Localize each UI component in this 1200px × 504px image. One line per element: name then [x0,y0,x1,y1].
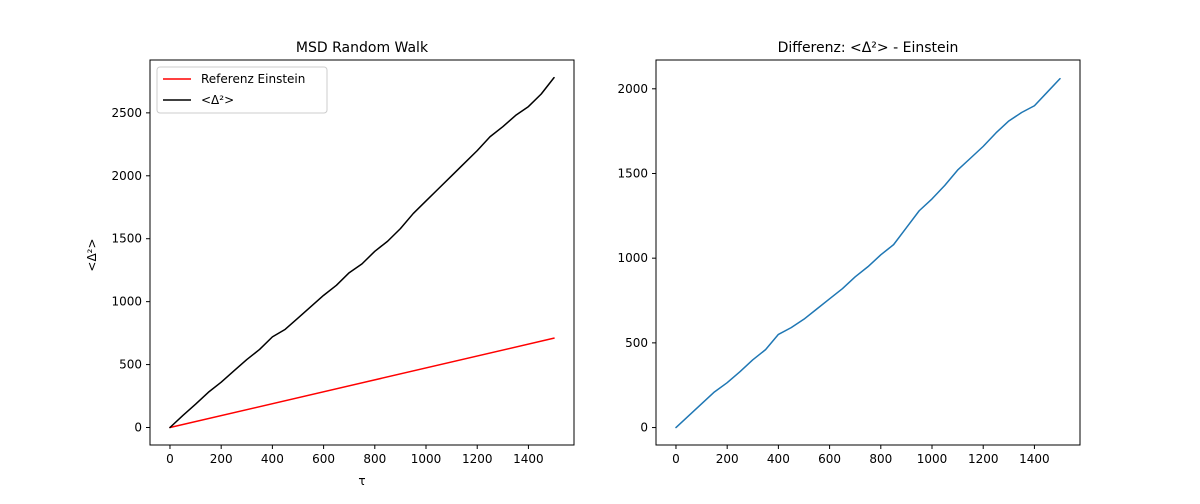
right-x-ticks: 0 200 400 600 800 1000 1200 1400 [672,445,1050,466]
left-y-tick-label: 0 [134,421,142,435]
right-x-tick-label: 0 [672,452,680,466]
right-x-tick-label: 1000 [917,452,948,466]
left-x-tick-label: 800 [363,452,386,466]
left-series-line-0 [169,337,555,429]
right-y-tick-label: 0 [640,421,648,435]
plot-msd-random-walk: MSD Random Walk 0 200 400 600 800 1000 1200 140… [85,40,575,488]
left-y-axis-label: <Δ²> [85,238,99,271]
right-series-line-0 [675,77,1061,429]
plot-differenz: Differenz: <Δ²> - Einstein 0 200 400 600 800… [617,40,1081,466]
left-y-tick-label: 2000 [111,169,142,183]
left-x-tick-label: 0 [166,452,174,466]
left-y-tick-label: 500 [119,358,142,372]
left-y-tick-label: 1500 [111,232,142,246]
left-x-tick-label: 400 [261,452,284,466]
right-y-tick-label: 1000 [617,251,648,265]
right-y-tick-label: 500 [625,336,648,350]
right-y-tick-label: 2000 [617,82,648,96]
left-axes-frame [149,59,575,446]
left-y-tick-label: 2500 [111,106,142,120]
right-chart-title: Differenz: <Δ²> - Einstein [778,40,959,56]
right-x-tick-label: 1200 [968,452,999,466]
left-x-tick-label: 1400 [513,452,544,466]
left-series-line-1 [169,76,555,429]
right-x-tick-label: 600 [818,452,841,466]
left-y-tick-label: 1000 [111,295,142,309]
left-x-tick-label: 600 [312,452,335,466]
right-x-tick-label: 400 [767,452,790,466]
right-y-ticks: 0 500 1000 1500 2000 [617,82,656,435]
right-x-tick-label: 800 [869,452,892,466]
left-x-tick-label: 1200 [462,452,493,466]
right-x-tick-label: 200 [716,452,739,466]
right-axes-frame [655,59,1081,446]
left-x-axis-label: τ [358,474,365,488]
legend-label-referenz-einstein: Referenz Einstein [201,72,305,86]
left-y-ticks: 0 500 1000 1500 2000 2500 [111,106,150,435]
left-x-tick-label: 1000 [411,452,442,466]
right-series-layer [675,77,1061,429]
right-x-tick-label: 1400 [1019,452,1050,466]
right-y-tick-label: 1500 [617,166,648,180]
left-chart-title: MSD Random Walk [296,40,429,56]
legend-box [156,66,328,114]
legend-label-msd: <Δ²> [201,93,234,107]
left-x-tick-label: 200 [210,452,233,466]
legend: Referenz Einstein <Δ²> [156,66,328,114]
left-x-ticks: 0 200 400 600 800 1000 1200 1400 [166,445,544,466]
left-series-layer [169,76,555,429]
